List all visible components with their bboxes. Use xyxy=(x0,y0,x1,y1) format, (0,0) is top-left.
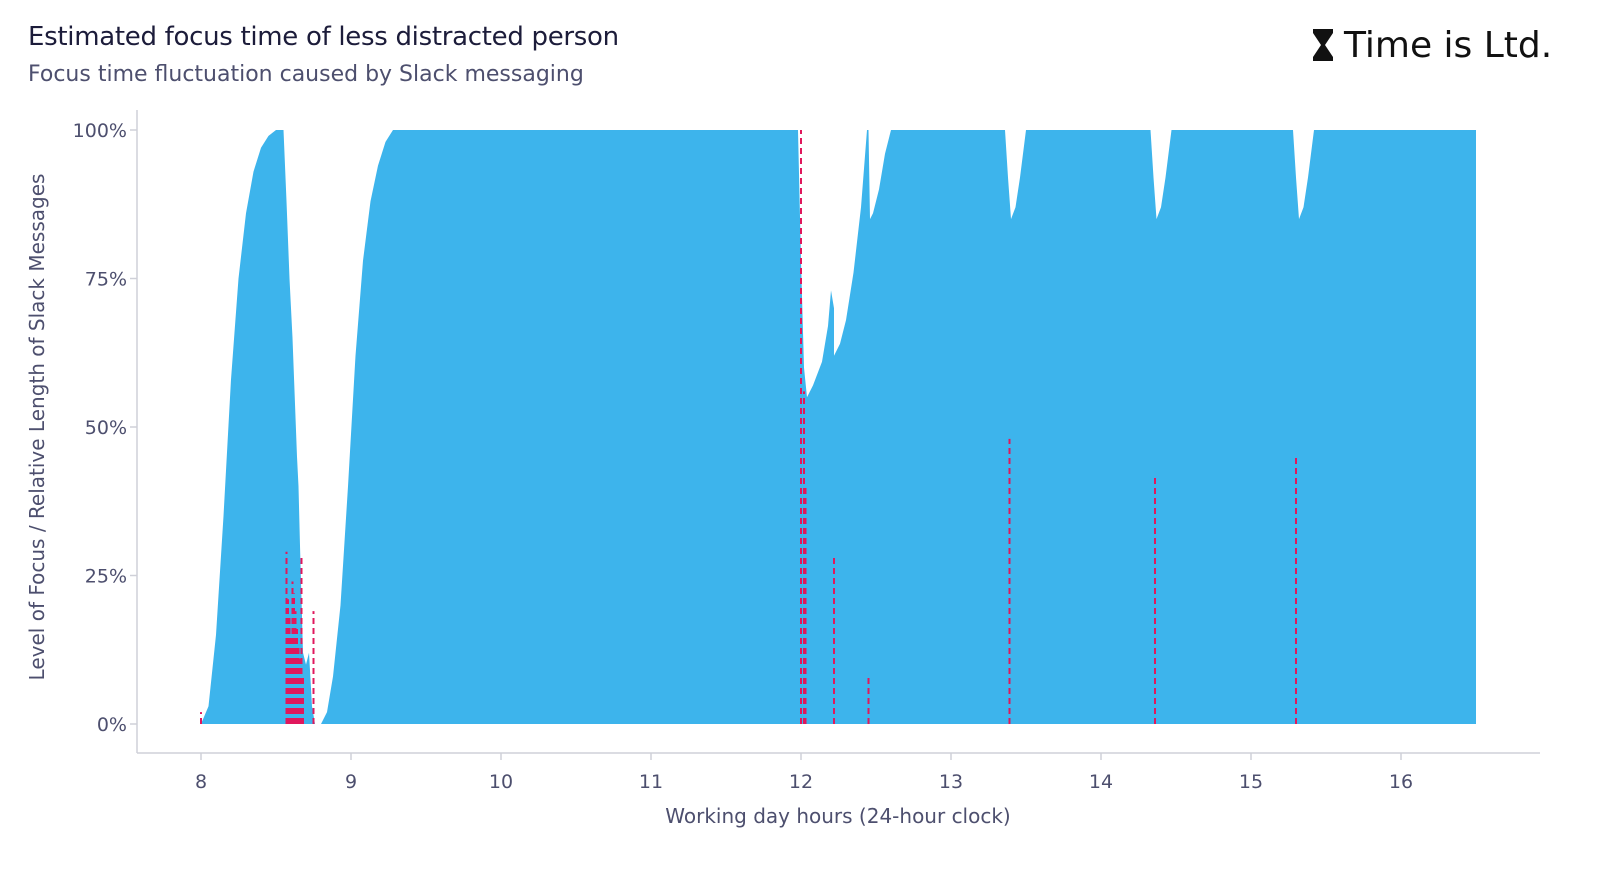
brand-logo: Time is Ltd. xyxy=(1312,20,1552,70)
hourglass-icon xyxy=(1313,29,1333,61)
x-tick-label: 8 xyxy=(195,771,207,793)
chart-title: Estimated focus time of less distracted … xyxy=(28,22,619,52)
y-tick-label: 75% xyxy=(85,269,127,291)
area-layer xyxy=(201,130,1476,724)
x-tick-label: 15 xyxy=(1239,771,1263,793)
y-tick-label: 25% xyxy=(85,566,127,588)
x-tick-label: 16 xyxy=(1389,771,1413,793)
x-tick-label: 10 xyxy=(489,771,513,793)
y-axis-ticks: 0% 25% 50% 75% 100% xyxy=(73,120,137,736)
x-tick-label: 13 xyxy=(939,771,963,793)
x-tick-label: 9 xyxy=(345,771,357,793)
x-tick-label: 11 xyxy=(639,771,663,793)
y-tick-label: 50% xyxy=(85,417,127,439)
x-tick-label: 12 xyxy=(789,771,813,793)
chart-subtitle: Focus time fluctuation caused by Slack m… xyxy=(28,62,584,87)
focus-area xyxy=(201,130,1476,724)
brand-name: Time is Ltd. xyxy=(1344,24,1553,66)
x-axis-ticks: 8 9 10 11 12 13 14 15 16 xyxy=(195,753,1413,793)
message-layer xyxy=(200,130,1297,724)
y-axis-label: Level of Focus / Relative Length of Slac… xyxy=(25,174,49,681)
x-axis-label: Working day hours (24-hour clock) xyxy=(665,804,1010,828)
y-tick-label: 100% xyxy=(73,120,127,142)
x-tick-label: 14 xyxy=(1089,771,1113,793)
y-tick-label: 0% xyxy=(97,714,127,736)
